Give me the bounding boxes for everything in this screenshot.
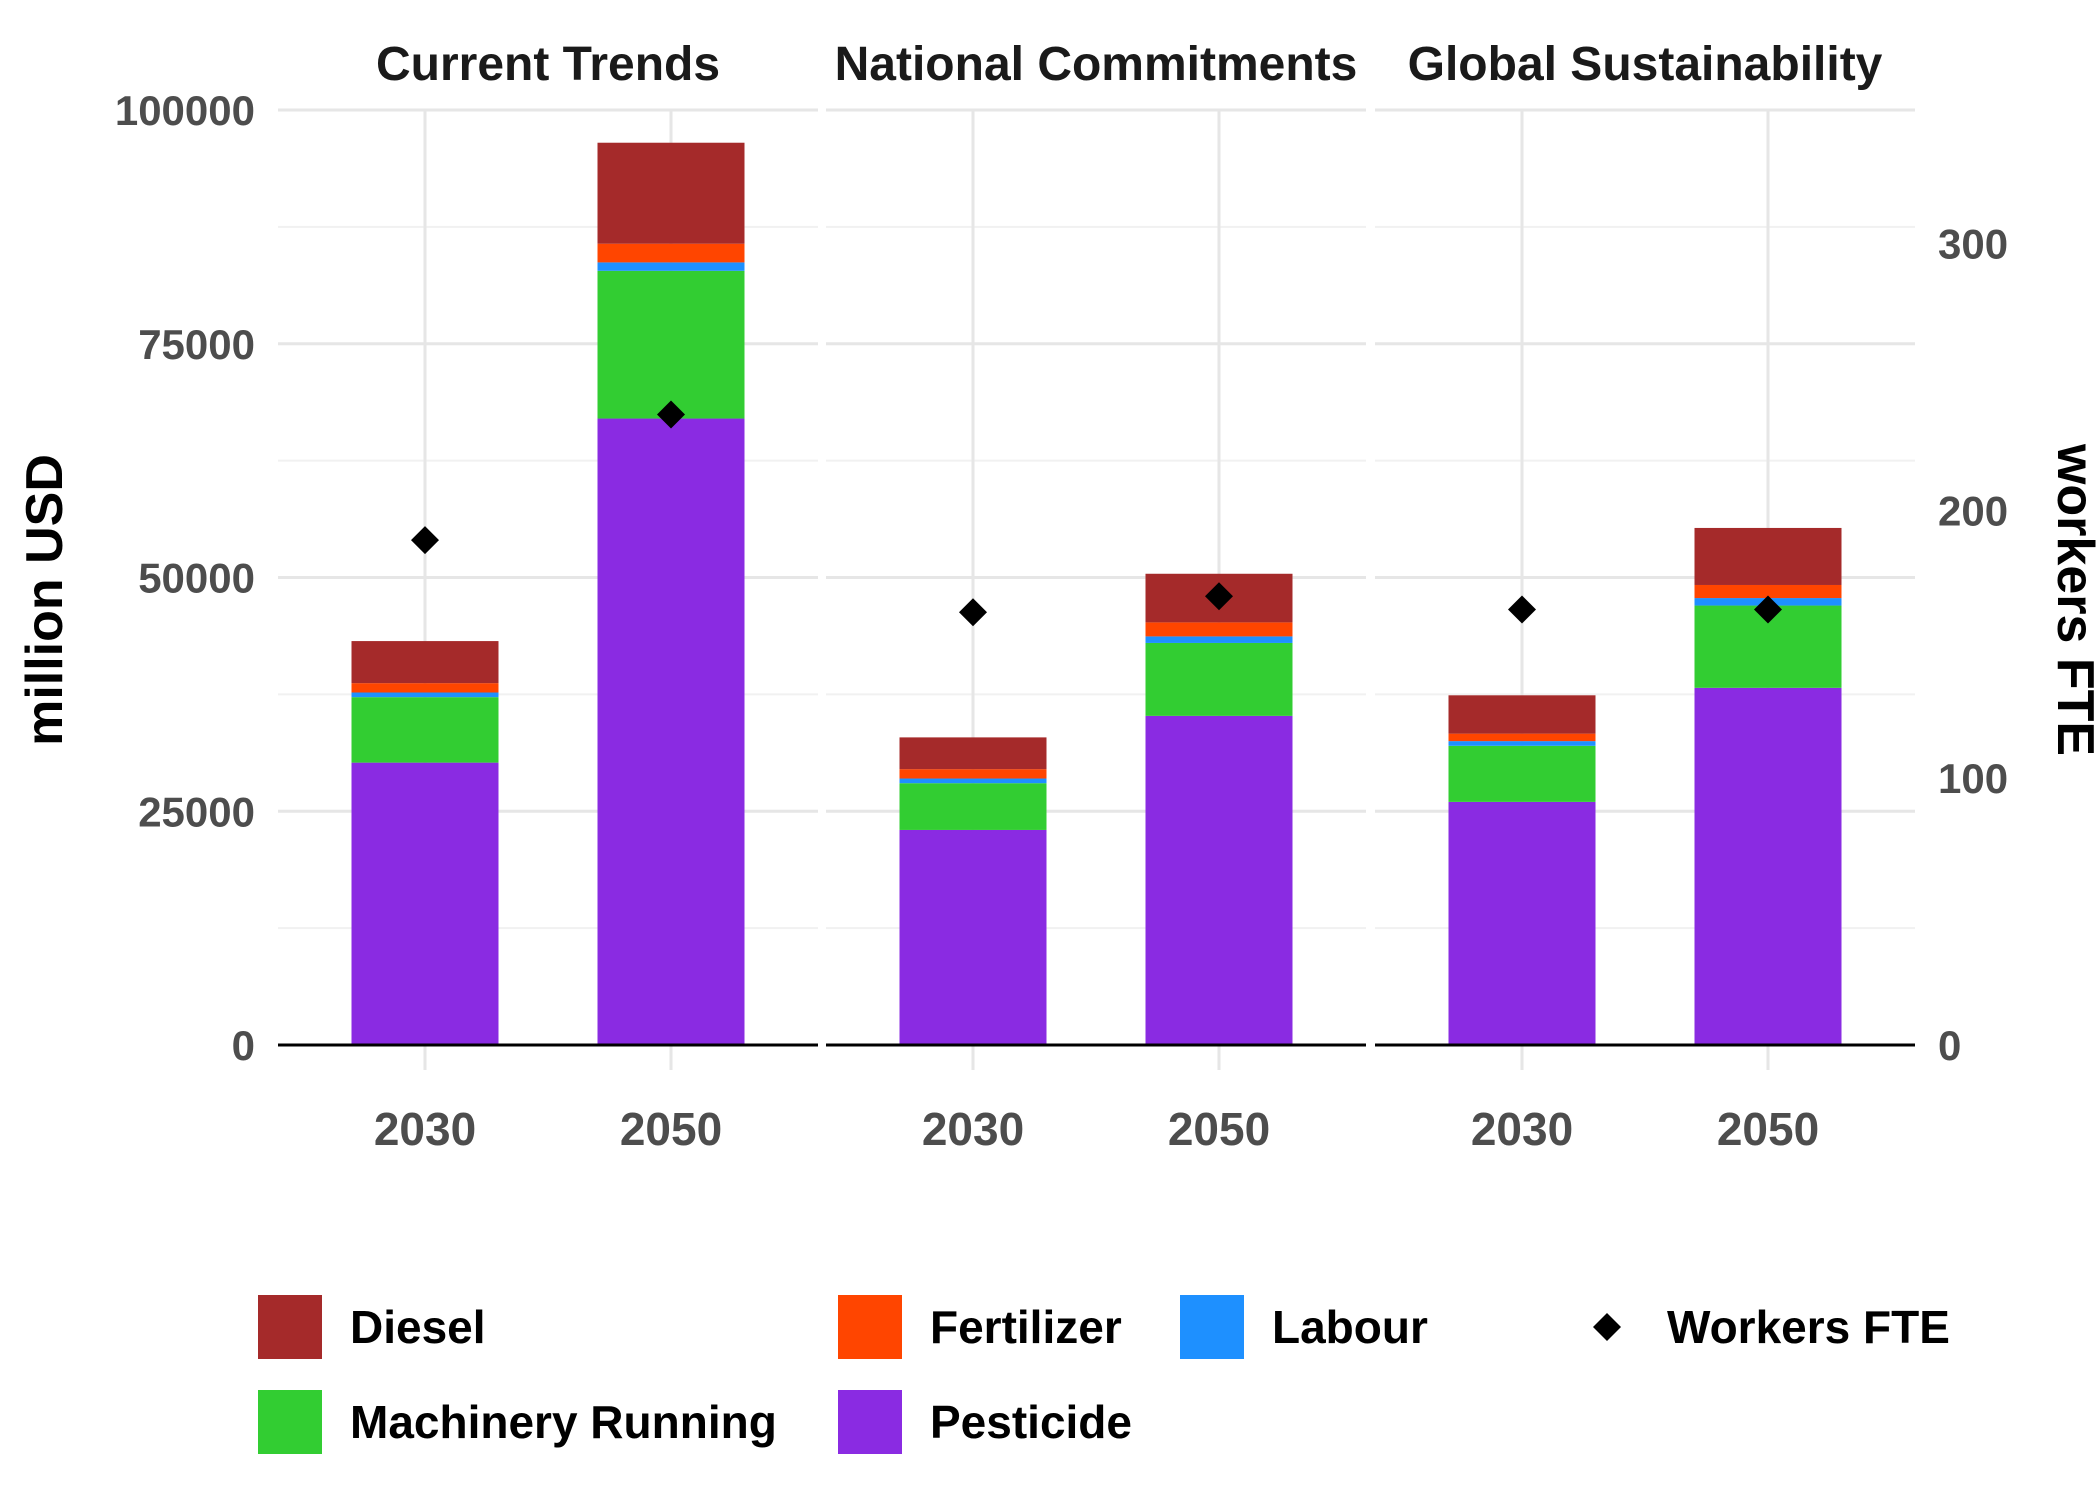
y-tick-label: 50000	[138, 555, 255, 602]
panel-title: Global Sustainability	[1408, 38, 1883, 91]
bar-segment-labour	[351, 692, 499, 698]
legend-swatch-pesticide	[838, 1390, 902, 1454]
workers-fte-point	[411, 526, 439, 555]
legend-swatch-workers-fte	[1593, 1313, 1621, 1341]
bar-segment-machinery-running	[1448, 745, 1596, 802]
bar-segment-labour	[597, 262, 745, 271]
y-tick-label: 75000	[138, 321, 255, 368]
bar-segment-fertilizer	[1145, 622, 1293, 637]
bar-segment-pesticide	[351, 762, 499, 1045]
labels: million USD workers FTE	[16, 443, 2100, 756]
legend-swatch-diesel	[258, 1295, 322, 1359]
bar-segment-diesel	[1448, 695, 1596, 734]
bar-segment-diesel	[1694, 527, 1842, 585]
bar-segment-pesticide	[1694, 687, 1842, 1045]
legend-label-fertilizer: Fertilizer	[930, 1301, 1122, 1353]
legend-label-diesel: Diesel	[350, 1301, 486, 1353]
legend-swatch-machinery-running	[258, 1390, 322, 1454]
workers-fte-point	[1754, 595, 1782, 624]
x-tick-label: 2050	[620, 1103, 722, 1155]
bar-segment-machinery-running	[597, 270, 745, 419]
bar-segment-fertilizer	[1694, 584, 1842, 599]
y2-tick-label: 0	[1938, 1022, 1961, 1069]
panel-title: National Commitments	[835, 38, 1358, 91]
y-tick-label: 25000	[138, 788, 255, 835]
bars	[351, 142, 1842, 1045]
bar-segment-labour	[1145, 636, 1293, 643]
bar-segment-machinery-running	[351, 697, 499, 763]
x-tick-label: 2030	[374, 1103, 476, 1155]
y2-tick-label: 100	[1938, 755, 2008, 802]
axes: 0 25000 50000 75000 100000 0 100 200 300 2030 2050…	[115, 38, 2008, 1155]
y-tick-label: 0	[232, 1022, 255, 1069]
x-tick-label: 2030	[922, 1103, 1024, 1155]
bar-segment-pesticide	[899, 829, 1047, 1045]
workers-fte-point	[1205, 582, 1233, 611]
legend-label-pesticide: Pesticide	[930, 1396, 1132, 1448]
bar-segment-machinery-running	[1145, 642, 1293, 716]
workers-fte-point	[959, 598, 987, 627]
bar-segment-fertilizer	[1448, 733, 1596, 742]
y2-axis-title: workers FTE	[2046, 443, 2100, 756]
bar-segment-pesticide	[597, 418, 745, 1045]
legend-label-machinery-running: Machinery Running	[350, 1396, 777, 1448]
bar-segment-labour	[1448, 741, 1596, 746]
bar-segment-diesel	[597, 142, 745, 244]
y2-tick-label: 300	[1938, 221, 2008, 268]
bar-segment-pesticide	[1145, 715, 1293, 1045]
x-tick-label: 2050	[1717, 1103, 1819, 1155]
legend-label-workers-fte: Workers FTE	[1667, 1301, 1950, 1353]
legend-swatch-fertilizer	[838, 1295, 902, 1359]
legend: Diesel Fertilizer Labour Workers FTE Machine…	[258, 1295, 1950, 1454]
legend-label-labour: Labour	[1272, 1301, 1428, 1353]
y2-tick-label: 200	[1938, 488, 2008, 535]
bar-segment-fertilizer	[899, 769, 1047, 779]
bar-segment-pesticide	[1448, 801, 1596, 1045]
workers-fte-point	[1508, 595, 1536, 624]
y-tick-label: 100000	[115, 87, 255, 134]
legend-swatch-labour	[1180, 1295, 1244, 1359]
bar-segment-fertilizer	[351, 683, 499, 693]
bar-segment-machinery-running	[899, 783, 1047, 830]
bar-segment-fertilizer	[597, 243, 745, 263]
x-tick-label: 2050	[1168, 1103, 1270, 1155]
bar-segment-labour	[899, 778, 1047, 784]
y-axis-title: million USD	[16, 454, 74, 746]
workers-points	[411, 400, 1782, 627]
workers-fte-point	[657, 400, 685, 429]
bar-segment-diesel	[899, 737, 1047, 770]
bar-segment-diesel	[351, 641, 499, 684]
panel-title: Current Trends	[376, 38, 720, 91]
x-tick-label: 2030	[1471, 1103, 1573, 1155]
